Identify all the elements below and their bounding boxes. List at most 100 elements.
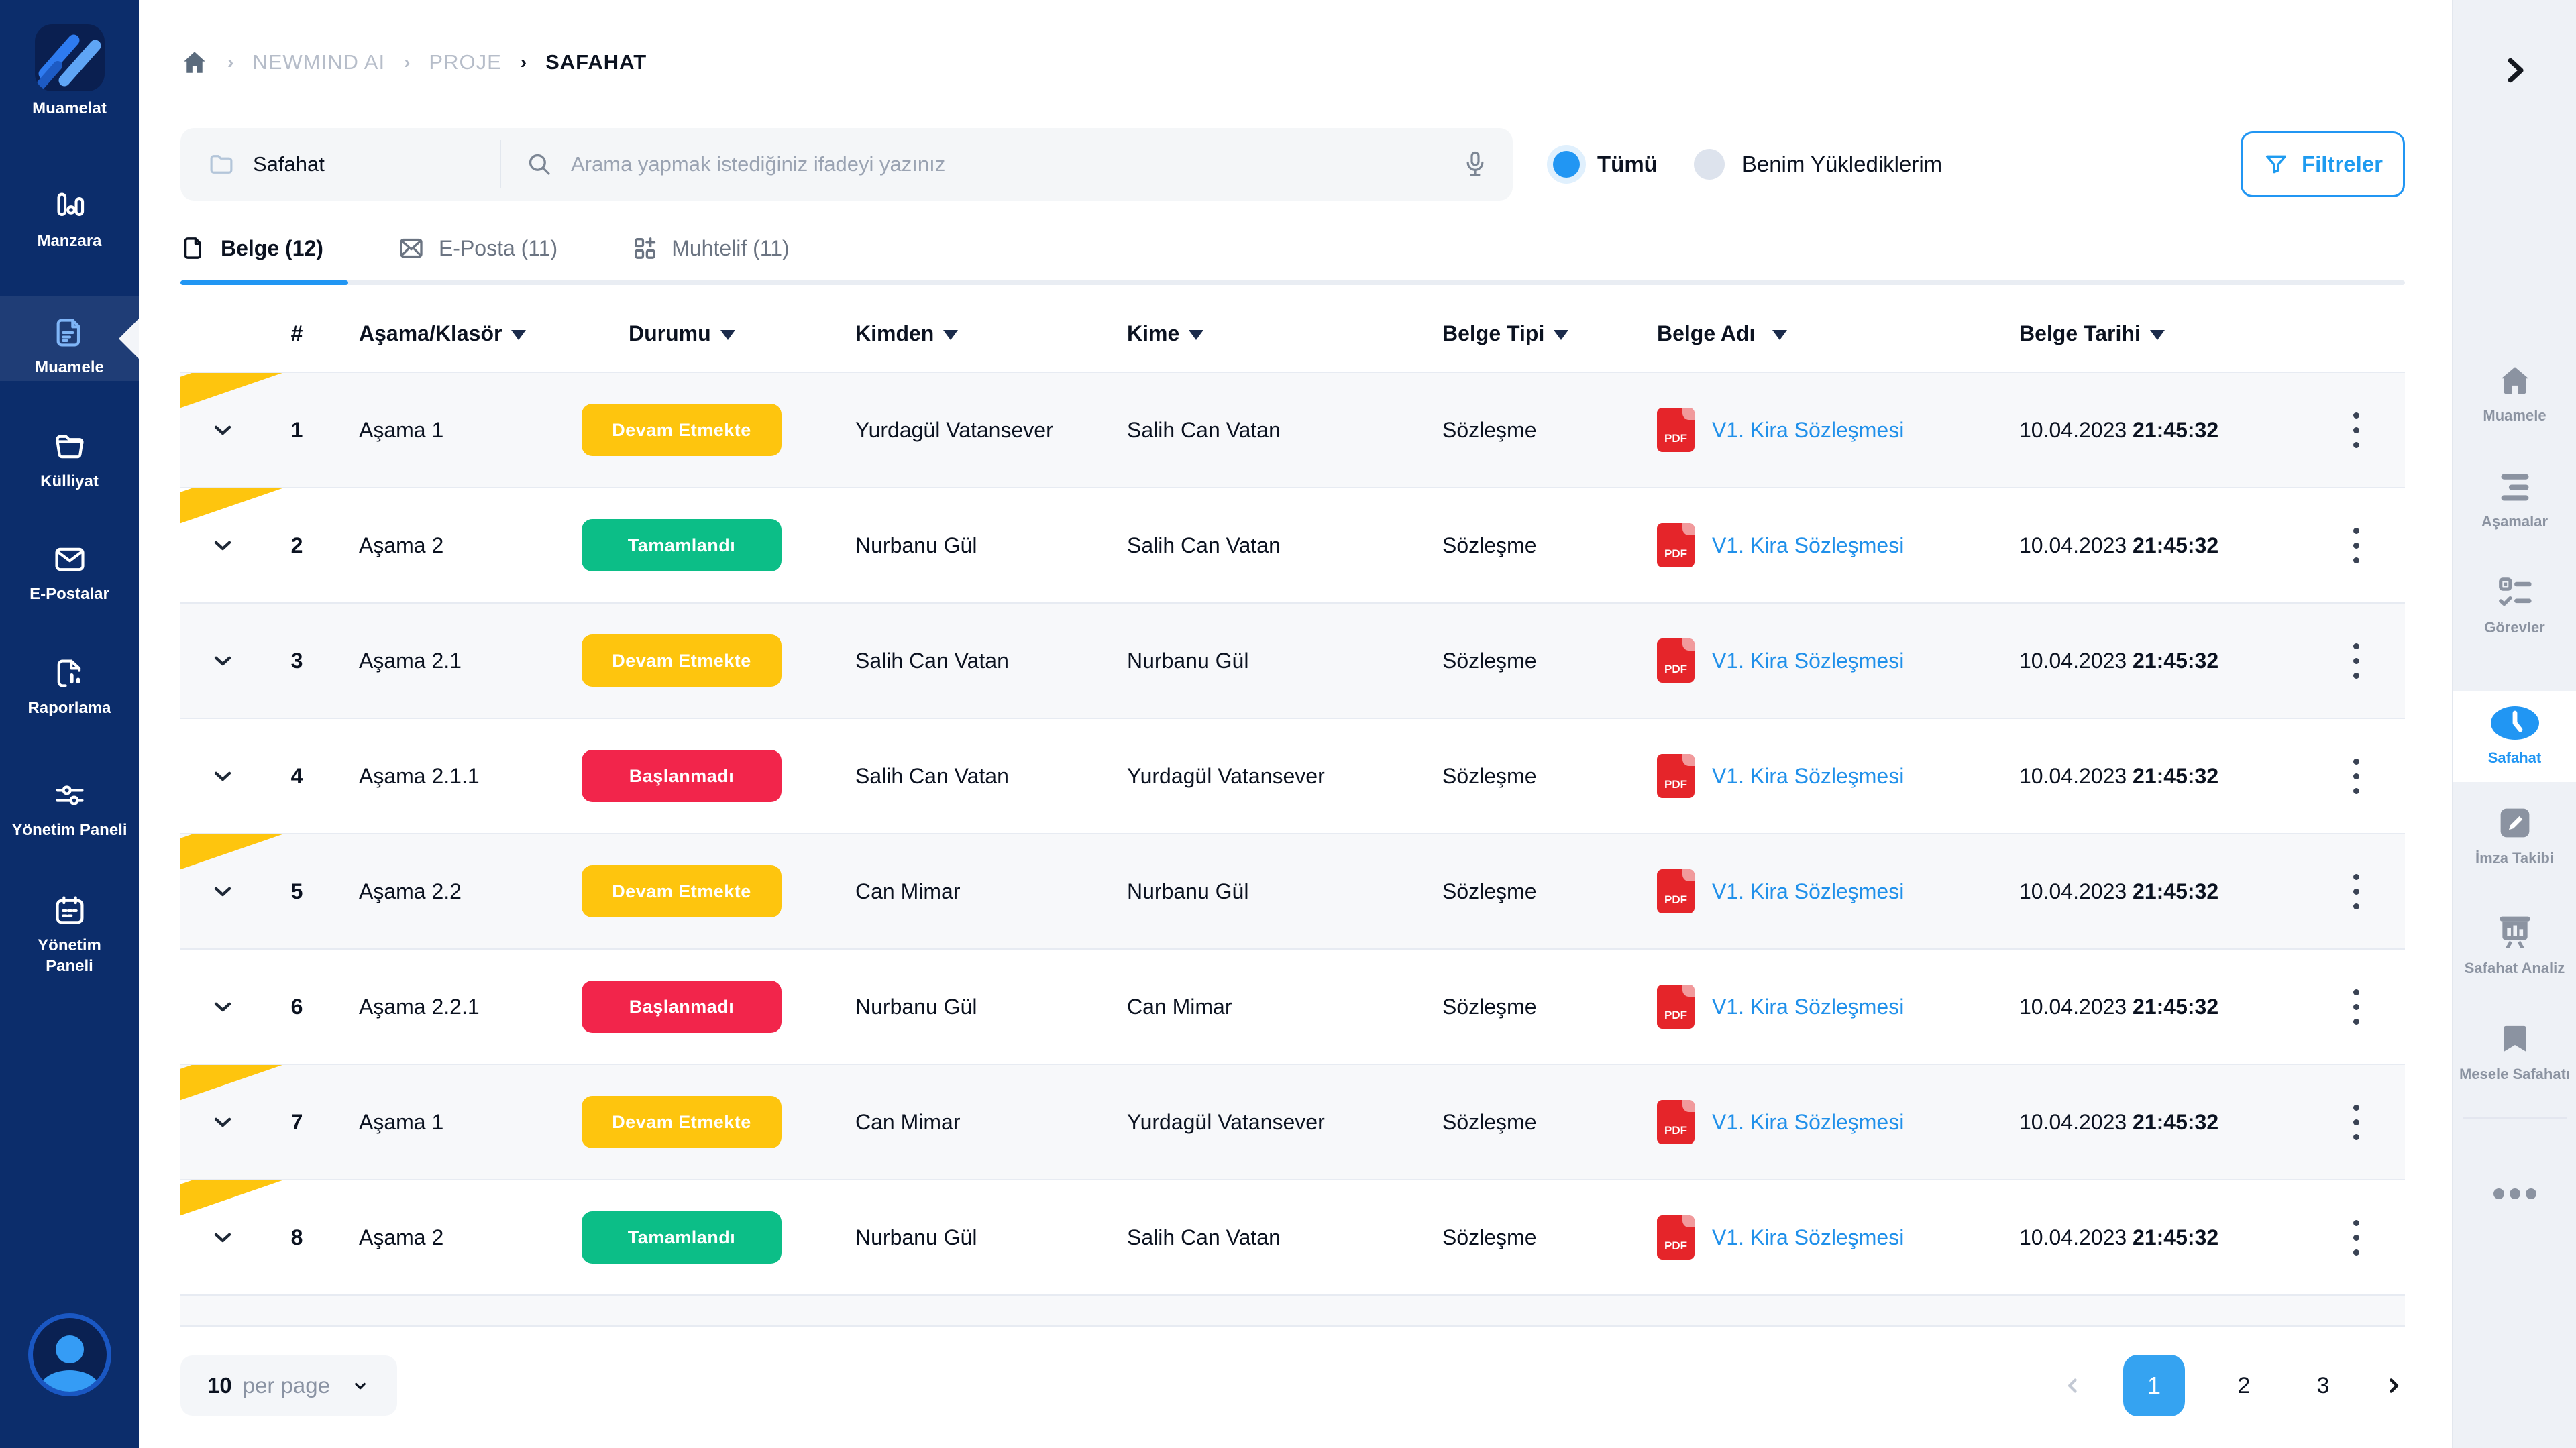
sidebar-item-kulliyat[interactable]: Külliyat	[0, 429, 139, 492]
chevron-down-icon	[350, 1376, 370, 1396]
document-link[interactable]: V1. Kira Sözleşmesi	[1712, 1109, 1904, 1134]
row-stage: Aşama 2	[359, 533, 444, 557]
rs-item-asamalar[interactable]: Aşamalar	[2453, 471, 2576, 531]
expand-row-chevron-icon[interactable]	[209, 532, 236, 559]
tab-belge[interactable]: Belge (12)	[180, 235, 323, 262]
rs-more-menu[interactable]	[2453, 1187, 2576, 1201]
corner-ribbon	[180, 373, 286, 413]
app-logo-block[interactable]: Muamelat	[0, 24, 139, 119]
rs-item-safahat-analiz[interactable]: Safahat Analiz	[2453, 913, 2576, 978]
document-link[interactable]: V1. Kira Sözleşmesi	[1712, 879, 1904, 903]
row-date: 10.04.2023 21:45:32	[2019, 763, 2219, 788]
row-number: 7	[290, 1109, 303, 1134]
header-to[interactable]: Kime	[1110, 321, 1422, 346]
sidebar-item-epostalar[interactable]: E-Postalar	[0, 542, 139, 604]
table-header: # Aşama/Klasör Durumu Kimden Kime Belge …	[180, 295, 2405, 373]
expand-row-chevron-icon[interactable]	[209, 1109, 236, 1135]
home-icon[interactable]	[180, 48, 209, 76]
row-number: 4	[290, 763, 303, 788]
row-number: 8	[290, 1225, 303, 1249]
pdf-icon: PDF	[1657, 523, 1695, 567]
radio-selected-icon	[1553, 151, 1580, 178]
document-link[interactable]: V1. Kira Sözleşmesi	[1712, 417, 1904, 442]
envelope-icon	[397, 235, 425, 262]
pdf-icon: PDF	[1657, 754, 1695, 798]
row-actions-kebab-icon[interactable]	[2348, 869, 2365, 915]
expand-row-chevron-icon[interactable]	[209, 647, 236, 674]
tab-muhtelif[interactable]: Muhtelif (11)	[631, 235, 790, 262]
row-actions-kebab-icon[interactable]	[2348, 638, 2365, 684]
document-link[interactable]: V1. Kira Sözleşmesi	[1712, 763, 1904, 788]
filters-button[interactable]: Filtreler	[2241, 131, 2405, 197]
row-number: 6	[290, 994, 303, 1019]
prev-page-chevron-icon[interactable]	[2061, 1374, 2084, 1397]
table-row: 2 Aşama 2 Tamamlandı Nurbanu Gül Salih C…	[180, 488, 2405, 604]
row-actions-kebab-icon[interactable]	[2348, 984, 2365, 1030]
page-2[interactable]: 2	[2237, 1372, 2251, 1398]
header-from[interactable]: Kimden	[835, 321, 1110, 346]
tab-eposta[interactable]: E-Posta (11)	[397, 235, 557, 262]
breadcrumb-item[interactable]: PROJE	[429, 50, 502, 74]
row-actions-kebab-icon[interactable]	[2348, 1099, 2365, 1146]
row-doc-type: Sözleşme	[1442, 763, 1537, 788]
avatar-icon	[28, 1313, 111, 1396]
rs-item-imza-takibi[interactable]: İmza Takibi	[2453, 805, 2576, 868]
envelope-icon	[52, 542, 87, 577]
radio-all[interactable]: Tümü	[1553, 151, 1658, 178]
user-avatar[interactable]	[0, 1313, 139, 1396]
header-stage[interactable]: Aşama/Klasör	[329, 321, 580, 346]
table-row: 7 Aşama 1 Devam Etmekte Can Mimar Yurdag…	[180, 1065, 2405, 1180]
row-actions-kebab-icon[interactable]	[2348, 407, 2365, 453]
rs-item-gorevler[interactable]: Görevler	[2453, 575, 2576, 637]
rs-item-safahat[interactable]: Safahat	[2453, 691, 2576, 782]
page-1[interactable]: 1	[2123, 1355, 2185, 1416]
microphone-icon[interactable]	[1462, 150, 1489, 179]
status-badge: Devam Etmekte	[582, 404, 782, 456]
row-actions-kebab-icon[interactable]	[2348, 522, 2365, 569]
sidebar-item-yonetim-paneli-2[interactable]: Yönetim Paneli	[0, 893, 139, 977]
expand-row-chevron-icon[interactable]	[209, 763, 236, 789]
pager: 1 2 3	[2061, 1355, 2405, 1416]
radio-my-uploads[interactable]: Benim Yüklediklerim	[1693, 149, 1942, 180]
search-input[interactable]	[571, 152, 1444, 176]
expand-row-chevron-icon[interactable]	[209, 993, 236, 1020]
header-status[interactable]: Durumu	[580, 321, 835, 346]
header-doc-type[interactable]: Belge Tipi	[1422, 321, 1637, 346]
breadcrumb-item[interactable]: NEWMIND AI	[252, 50, 386, 74]
rs-item-muamele[interactable]: Muamele	[2453, 362, 2576, 425]
sidebar-item-raporlama[interactable]: Raporlama	[0, 656, 139, 718]
sidebar-item-manzara[interactable]: Manzara	[0, 189, 139, 252]
row-date: 10.04.2023 21:45:32	[2019, 648, 2219, 673]
table-row: 8 Aşama 2 Tamamlandı Nurbanu Gül Salih C…	[180, 1180, 2405, 1296]
row-actions-kebab-icon[interactable]	[2348, 753, 2365, 799]
document-link[interactable]: V1. Kira Sözleşmesi	[1712, 994, 1904, 1019]
row-doc-type: Sözleşme	[1442, 1109, 1537, 1134]
header-doc-date[interactable]: Belge Tarihi	[1992, 321, 2308, 346]
next-page-chevron-icon[interactable]	[2382, 1374, 2405, 1397]
status-badge: Başlanmadı	[582, 750, 782, 802]
row-to: Salih Can Vatan	[1127, 417, 1281, 442]
document-link[interactable]: V1. Kira Sözleşmesi	[1712, 1225, 1904, 1249]
per-page-select[interactable]: 10 per page	[180, 1355, 397, 1416]
divider	[500, 140, 501, 188]
sidebar-item-yonetim-paneli[interactable]: Yönetim Paneli	[0, 778, 139, 840]
document-link[interactable]: V1. Kira Sözleşmesi	[1712, 533, 1904, 557]
header-doc-name[interactable]: Belge Adı	[1637, 321, 1992, 346]
row-actions-kebab-icon[interactable]	[2348, 1215, 2365, 1261]
expand-row-chevron-icon[interactable]	[209, 1224, 236, 1251]
radio-unselected-icon	[1693, 149, 1725, 180]
page-3[interactable]: 3	[2316, 1372, 2330, 1398]
collapse-panel-chevron-icon[interactable]	[2497, 52, 2533, 89]
document-link[interactable]: V1. Kira Sözleşmesi	[1712, 648, 1904, 673]
right-sidebar: Muamele Aşamalar Görevler	[2452, 0, 2576, 1448]
search-scope-chip[interactable]: Safahat	[180, 150, 500, 178]
toolbar: Safahat	[180, 128, 2405, 201]
expand-row-chevron-icon[interactable]	[209, 878, 236, 905]
scope-label: Safahat	[253, 152, 325, 176]
expand-row-chevron-icon[interactable]	[209, 416, 236, 443]
bookmark-icon	[2497, 1021, 2533, 1057]
rs-item-mesele-safahati[interactable]: Mesele Safahatı	[2453, 1021, 2576, 1084]
row-doc-type: Sözleşme	[1442, 1225, 1537, 1249]
row-stage: Aşama 2.1	[359, 648, 462, 673]
sidebar-item-muamele[interactable]: Muamele	[0, 315, 139, 378]
